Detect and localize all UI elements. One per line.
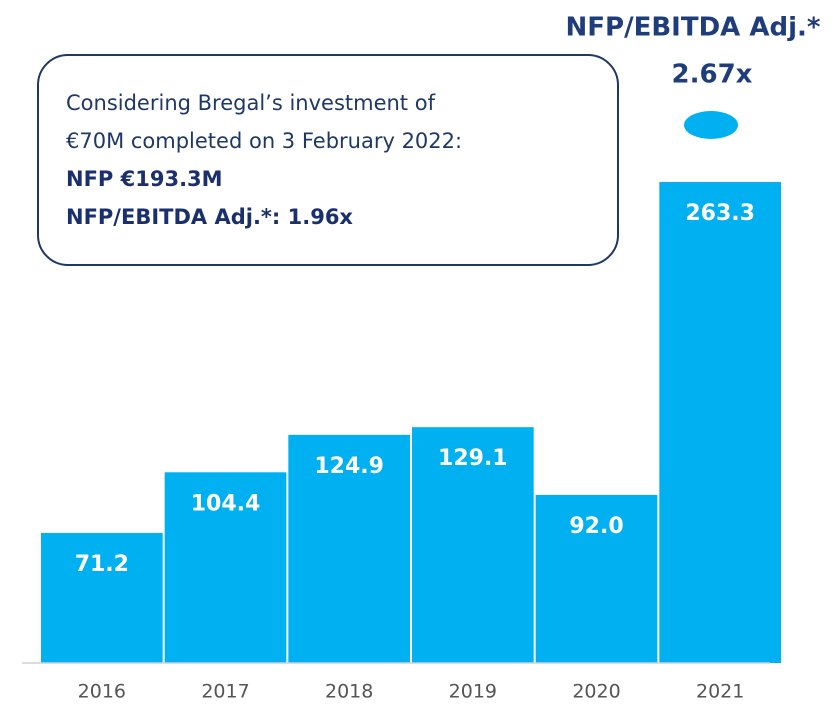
bar [164, 472, 287, 663]
value-label: 71.2 [75, 552, 129, 577]
x-tick-label: 2018 [325, 681, 373, 703]
value-label: 124.9 [314, 454, 384, 479]
box-line: NFP €193.3M [66, 167, 223, 191]
x-tick-label: 2016 [78, 681, 126, 703]
x-tick-label: 2019 [449, 681, 497, 703]
value-label: 263.3 [685, 201, 755, 226]
value-label: 92.0 [569, 514, 623, 539]
x-tick-label: 2020 [572, 681, 620, 703]
value-label: 129.1 [438, 446, 508, 471]
x-tick-label: 2017 [201, 681, 249, 703]
top-annotation: NFP/EBITDA Adj.* [566, 13, 821, 43]
x-tick-label: 2021 [696, 681, 744, 703]
box-line: Considering Bregal’s investment of [66, 91, 436, 115]
bar [412, 427, 534, 663]
top-annotation: 2.67x [672, 60, 753, 90]
bar [659, 182, 781, 663]
box-line: NFP/EBITDA Adj.*: 1.96x [66, 205, 353, 229]
marker-dot [684, 111, 738, 139]
box-line: €70M completed on 3 February 2022: [66, 129, 462, 153]
value-label: 104.4 [191, 491, 261, 516]
bar [41, 532, 163, 663]
bar [535, 494, 658, 663]
bar [288, 434, 410, 663]
annotation-box [37, 54, 619, 266]
